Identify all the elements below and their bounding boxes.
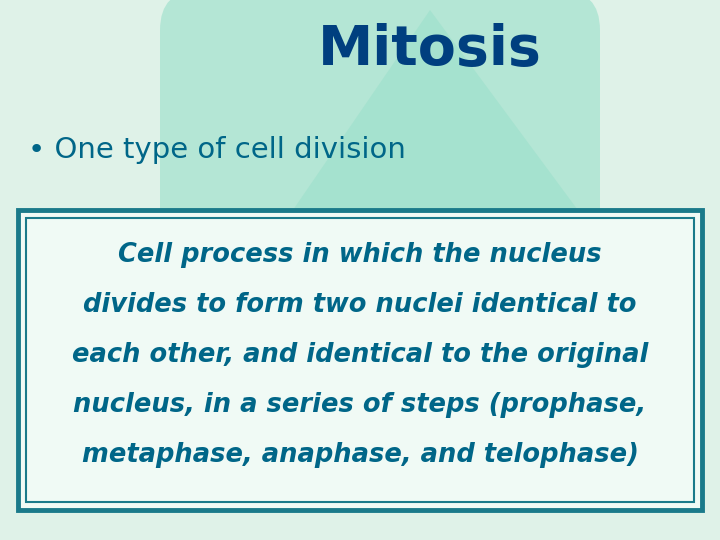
Text: Cell process in which the nucleus: Cell process in which the nucleus xyxy=(118,242,602,268)
Text: divides to form two nuclei identical to: divides to form two nuclei identical to xyxy=(84,293,636,319)
Text: Mitosis: Mitosis xyxy=(318,23,542,77)
Text: metaphase, anaphase, and telophase): metaphase, anaphase, and telophase) xyxy=(81,442,639,469)
Polygon shape xyxy=(245,10,600,280)
Text: nucleus, in a series of steps (prophase,: nucleus, in a series of steps (prophase, xyxy=(73,393,647,418)
Text: • One type of cell division: • One type of cell division xyxy=(28,136,406,164)
Text: each other, and identical to the original: each other, and identical to the origina… xyxy=(72,342,648,368)
FancyBboxPatch shape xyxy=(160,0,600,380)
FancyBboxPatch shape xyxy=(18,210,702,510)
